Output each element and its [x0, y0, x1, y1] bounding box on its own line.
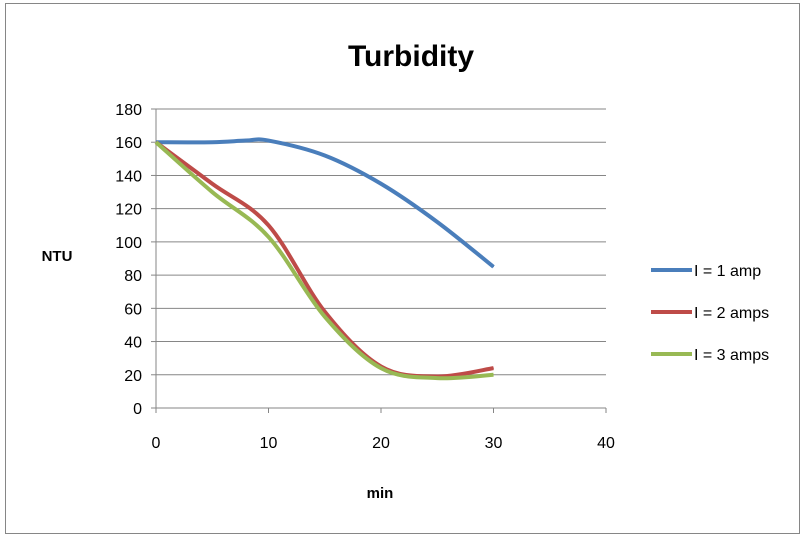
x-tick-label-30: 30: [485, 435, 503, 452]
y-tick-label-160: 160: [115, 135, 142, 152]
legend-item-1: I = 1 amp: [651, 263, 761, 280]
y-tick-label-0: 0: [133, 401, 142, 418]
series-3-point-2: [268, 236, 269, 238]
x-tick-label-0: 0: [152, 435, 161, 452]
chart-title: Turbidity: [348, 40, 474, 73]
legend-label-2: I = 2 amps: [694, 305, 769, 322]
tick-labels: 0 20 40 60 80 100 120 140 160 180 0 10 20 30 40: [115, 102, 615, 452]
series-3-point-3: [324, 316, 326, 318]
series-3-point-6: [493, 374, 494, 376]
series-3-point-0: [155, 141, 157, 143]
legend-item-3: I = 3 amps: [651, 347, 769, 364]
series-1-point-5: [380, 183, 382, 185]
y-tick-label-80: 80: [124, 268, 142, 285]
y-tick-label-120: 120: [115, 202, 142, 219]
series-3-point-5: [436, 377, 438, 379]
series-2-point-6: [493, 367, 494, 369]
legend-label-1: I = 1 amp: [694, 263, 761, 280]
series-3-point-1: [211, 191, 213, 193]
legend-label-3: I = 3 amps: [694, 347, 769, 364]
series-2-point-3: [324, 311, 326, 313]
x-tick-label-20: 20: [372, 435, 390, 452]
chart-frame: Turbidity NTU min 0 20 40 60 80 100 120 140 160 1…: [5, 3, 800, 534]
y-tick-label-60: 60: [124, 301, 142, 318]
series-2-point-2: [268, 224, 269, 226]
gridlines: [156, 108, 606, 376]
y-tick-label-100: 100: [115, 235, 142, 252]
series-3-point-4: [380, 367, 382, 369]
x-axis-label: min: [367, 485, 394, 502]
y-tick-label-40: 40: [124, 335, 142, 352]
y-tick-label-20: 20: [124, 368, 142, 385]
line-chart: Turbidity NTU min 0204060801001201401601…: [42, 40, 770, 502]
legend: I = 1 amp I = 2 amps I = 3 amps: [651, 263, 769, 364]
series-1-line: [155, 137, 495, 269]
series-lines: [154, 137, 495, 381]
series-1-point-2: [245, 140, 247, 142]
series-1-point-6: [436, 221, 438, 223]
x-tick-label-10: 10: [260, 435, 278, 452]
axes: [151, 108, 607, 413]
series-1-point-3: [268, 140, 269, 142]
series-1-point-4: [324, 155, 326, 157]
series-1-point-7: [493, 266, 494, 268]
y-axis-label: NTU: [42, 248, 73, 265]
y-tick-label-140: 140: [115, 168, 142, 185]
x-tick-label-40: 40: [597, 435, 615, 452]
legend-item-2: I = 2 amps: [651, 305, 769, 322]
series-2-point-1: [211, 183, 213, 185]
series-1-point-1: [211, 141, 213, 143]
y-tick-label-180: 180: [115, 102, 142, 119]
